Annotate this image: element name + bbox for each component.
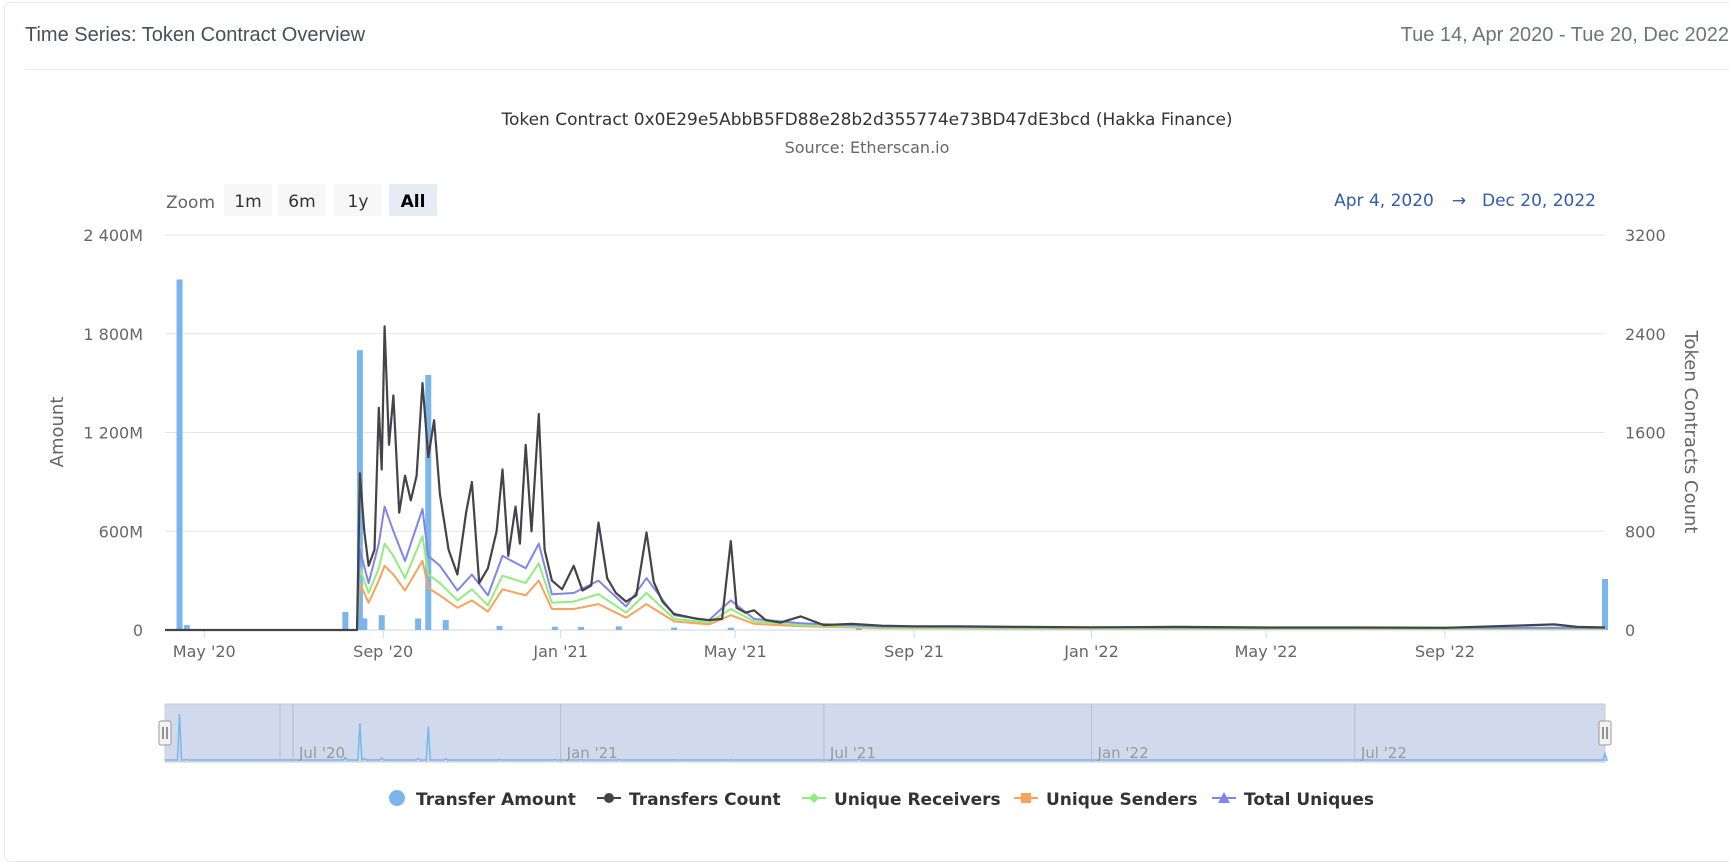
transfer-amount-bar[interactable] (496, 625, 503, 630)
x-tick-label: May '20 (173, 642, 236, 661)
transfer-amount-bar[interactable] (1602, 578, 1608, 630)
legend-marker-unique-receivers (809, 793, 819, 803)
chart-subtitle: Source: Etherscan.io (785, 138, 950, 157)
navigator[interactable]: Jul '20 Jan '21 Jul '21 Jan '22 Jul '22 (158, 703, 1612, 763)
y-right-tick-label: 0 (1625, 621, 1635, 640)
transfer-amount-bar[interactable] (176, 279, 183, 630)
navigator-mask (164, 703, 1606, 763)
transfer-amount-bar[interactable] (342, 611, 349, 630)
card-title: Time Series: Token Contract Overview (25, 24, 366, 46)
navigator-tick-label: Jul '21 (829, 744, 876, 762)
y-right-tick-label: 3200 (1625, 226, 1666, 245)
plot-area (165, 279, 1608, 632)
navigator-series-line (165, 713, 1609, 761)
range-arrow: → (1452, 191, 1466, 211)
range-from-input[interactable]: Apr 4, 2020 (1334, 191, 1434, 211)
y-left-tick-label: 1 200M (83, 424, 143, 443)
navigator-gridlines (279, 704, 1356, 762)
range-to-input[interactable]: Dec 20, 2022 (1482, 191, 1596, 211)
zoom-button-label: 1m (234, 192, 261, 212)
x-tick-label: May '22 (1235, 642, 1298, 661)
transfer-amount-bar[interactable] (442, 620, 449, 630)
legend-item-transfers-count[interactable]: Transfers Count (597, 790, 781, 810)
zoom-button-label: 1y (348, 192, 369, 212)
x-tick-label: Jan '22 (1063, 642, 1119, 661)
y-left-tick-label: 0 (133, 621, 143, 640)
transfer-amount-bar[interactable] (671, 627, 678, 630)
x-axis-ticks: May '20 Sep '20 Jan '21 May '21 Sep '21 Jan '… (165, 629, 1605, 661)
y-right-tick-label: 2400 (1625, 325, 1666, 344)
zoom-button-6m[interactable]: 6m (278, 184, 326, 216)
header-divider (25, 69, 1729, 70)
legend-item-unique-receivers[interactable]: Unique Receivers (802, 790, 1001, 810)
legend-marker-total-uniques (1218, 792, 1230, 803)
y-left-tick-label: 600M (99, 522, 143, 541)
legend-marker-transfers-count (604, 793, 614, 803)
navigator-ticks: Jul '20 Jan '21 Jul '21 Jan '22 Jul '22 (298, 744, 1407, 762)
unique-receivers-line[interactable] (165, 535, 1605, 631)
x-tick-label: Sep '22 (1415, 642, 1475, 661)
legend-item-unique-senders[interactable]: Unique Senders (1014, 790, 1198, 810)
navigator-tick-label: Jan '22 (1097, 744, 1149, 762)
navigator-tick-label: Jan '21 (566, 744, 618, 762)
card-header: Time Series: Token Contract Overview Tue… (0, 0, 1729, 70)
legend-label-total-uniques: Total Uniques (1244, 790, 1374, 810)
transfer-amount-bar[interactable] (425, 374, 432, 630)
y-left-tick-label: 1 800M (83, 325, 143, 344)
zoom-button-1m[interactable]: 1m (224, 184, 272, 216)
navigator-right-handle[interactable] (1598, 720, 1612, 746)
transfer-amount-bar[interactable] (578, 627, 584, 630)
y-right-tick-label: 1600 (1625, 424, 1666, 443)
transfer-amount-bar[interactable] (361, 618, 368, 630)
y-right-tick-label: 800 (1625, 522, 1656, 541)
legend-item-transfer-amount[interactable]: Transfer Amount (389, 790, 576, 810)
zoom-button-1y[interactable]: 1y (334, 184, 382, 216)
x-tick-label: Jan '21 (532, 642, 588, 661)
legend-marker-unique-senders (1021, 793, 1031, 803)
transfer-amount-bar[interactable] (183, 625, 190, 630)
transfers-count-line[interactable] (165, 325, 1606, 632)
x-tick-label: May '21 (704, 642, 767, 661)
zoom-button-all[interactable]: All (389, 184, 437, 216)
zoom-button-label: All (401, 192, 426, 212)
legend-item-total-uniques[interactable]: Total Uniques (1212, 790, 1374, 810)
navigator-tick-label: Jul '20 (298, 744, 345, 762)
line-series (165, 325, 1606, 632)
y-left-tick-label: 2 400M (83, 226, 143, 245)
y-axis-right-title: Token Contracts Count (1680, 330, 1701, 534)
total-uniques-line[interactable] (165, 505, 1605, 631)
x-tick-label: Sep '20 (353, 642, 413, 661)
navigator-tick-label: Jul '22 (1360, 744, 1407, 762)
legend-marker-transfer-amount (389, 790, 405, 806)
legend-label-unique-senders: Unique Senders (1046, 790, 1198, 810)
date-range-label: Tue 14, Apr 2020 - Tue 20, Dec 2022 (1400, 24, 1729, 46)
transfer-amount-bar[interactable] (378, 615, 385, 630)
legend-label-transfers-count: Transfers Count (629, 790, 781, 810)
unique-senders-line[interactable] (165, 559, 1605, 631)
legend-label-transfer-amount: Transfer Amount (416, 790, 576, 810)
zoom-label: Zoom (166, 193, 215, 213)
y-axis-ticks: 0 600M 1 200M 1 800M 2 400M 0 800 1600 2400 3200 (83, 226, 1665, 640)
transfer-amount-bar[interactable] (615, 626, 622, 630)
transfer-amount-bar[interactable] (727, 627, 734, 630)
legend: Transfer Amount Transfers Count Unique R… (389, 790, 1374, 810)
chart-title: Token Contract 0x0E29e5AbbB5FD88e28b2d35… (500, 110, 1232, 130)
x-tick-label: Sep '21 (884, 642, 944, 661)
y-axis-left-title: Amount (47, 397, 68, 468)
transfer-amount-bar[interactable] (551, 626, 558, 630)
navigator-left-handle[interactable] (158, 720, 172, 746)
legend-label-unique-receivers: Unique Receivers (834, 790, 1001, 810)
zoom-button-label: 6m (288, 192, 315, 212)
transfer-amount-series (176, 279, 1608, 630)
transfer-amount-bar[interactable] (415, 618, 422, 630)
